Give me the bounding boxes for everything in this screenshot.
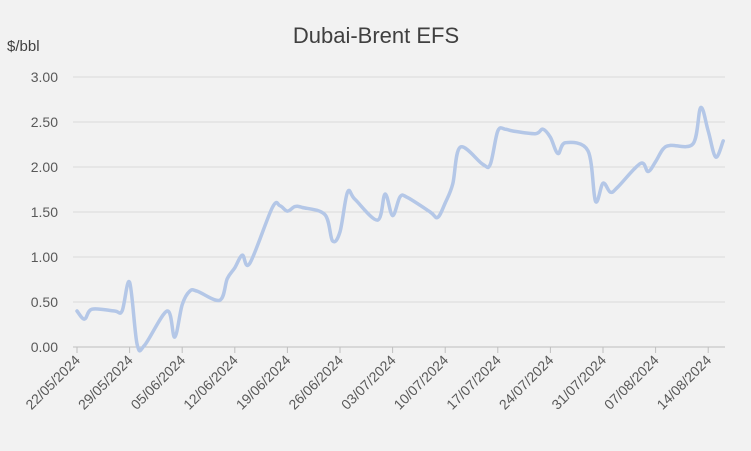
y-tick-label: 1.00 bbox=[31, 249, 58, 265]
gridlines bbox=[73, 76, 725, 303]
y-tick-label: 0.00 bbox=[31, 339, 58, 355]
x-tick-label: 10/07/2024 bbox=[390, 352, 451, 413]
x-tick-label: 24/07/2024 bbox=[496, 352, 557, 413]
y-axis-ticks: 0.00 0.50 1.00 1.50 2.00 2.50 3.00 bbox=[31, 69, 58, 355]
x-tick-label: 19/06/2024 bbox=[233, 352, 294, 413]
x-tick-label: 22/05/2024 bbox=[22, 352, 83, 413]
y-tick-label: 0.50 bbox=[31, 294, 58, 310]
y-tick-label: 1.50 bbox=[31, 204, 58, 220]
x-tick-label: 07/08/2024 bbox=[601, 352, 662, 413]
x-tick-label: 12/06/2024 bbox=[180, 352, 241, 413]
series-line bbox=[75, 105, 725, 353]
x-tick-label: 31/07/2024 bbox=[548, 352, 609, 413]
chart-title: Dubai-Brent EFS bbox=[293, 23, 459, 48]
x-tick-label: 17/07/2024 bbox=[443, 352, 504, 413]
y-tick-label: 3.00 bbox=[31, 69, 58, 85]
x-axis: 22/05/202429/05/202405/06/202412/06/2024… bbox=[22, 346, 725, 413]
x-tick-label: 03/07/2024 bbox=[338, 352, 399, 413]
x-tick-label: 14/08/2024 bbox=[653, 352, 714, 413]
x-tick-label: 26/06/2024 bbox=[285, 352, 346, 413]
x-tick-label: 29/05/2024 bbox=[75, 352, 136, 413]
y-tick-label: 2.00 bbox=[31, 159, 58, 175]
y-tick-label: 2.50 bbox=[31, 114, 58, 130]
x-tick-label: 05/06/2024 bbox=[127, 352, 188, 413]
y-axis-unit-label: $/bbl bbox=[7, 38, 40, 55]
series-layer bbox=[75, 105, 725, 353]
